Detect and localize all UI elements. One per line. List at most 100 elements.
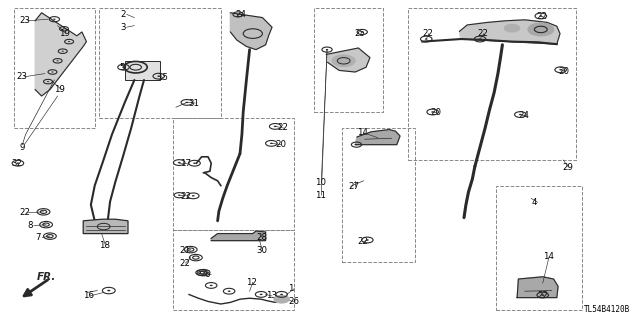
- Text: 22: 22: [536, 12, 547, 21]
- Circle shape: [274, 295, 289, 303]
- Bar: [408, 8, 576, 160]
- Circle shape: [270, 143, 273, 144]
- Text: 31: 31: [189, 99, 200, 108]
- Circle shape: [431, 111, 434, 113]
- Text: 18: 18: [99, 241, 110, 250]
- Circle shape: [280, 294, 283, 295]
- Circle shape: [332, 55, 355, 67]
- Circle shape: [540, 15, 542, 17]
- Circle shape: [228, 291, 230, 292]
- Text: 5: 5: [119, 63, 125, 72]
- Circle shape: [193, 163, 196, 164]
- Text: 29: 29: [562, 163, 573, 172]
- Circle shape: [210, 285, 212, 286]
- Text: 27: 27: [349, 182, 360, 191]
- Circle shape: [355, 144, 358, 145]
- Circle shape: [559, 69, 562, 70]
- Circle shape: [260, 294, 262, 295]
- Text: 2: 2: [120, 10, 126, 19]
- Circle shape: [56, 60, 59, 61]
- Text: 14: 14: [543, 252, 554, 261]
- Text: 32: 32: [12, 159, 22, 168]
- Circle shape: [519, 114, 522, 115]
- Text: 19: 19: [54, 85, 65, 94]
- Text: 22: 22: [19, 208, 30, 217]
- Text: 3: 3: [120, 23, 126, 32]
- Circle shape: [528, 23, 554, 36]
- Circle shape: [122, 67, 125, 68]
- Text: 20: 20: [431, 108, 442, 117]
- Text: 22: 22: [477, 29, 488, 38]
- Text: 17: 17: [180, 159, 191, 168]
- Circle shape: [186, 102, 188, 103]
- Text: 4: 4: [531, 198, 537, 207]
- Circle shape: [541, 294, 544, 296]
- Circle shape: [68, 41, 70, 42]
- Circle shape: [157, 76, 160, 77]
- Text: 22: 22: [277, 124, 288, 132]
- Text: 11: 11: [315, 191, 326, 200]
- Text: 20: 20: [275, 140, 286, 149]
- Text: 15: 15: [157, 73, 168, 82]
- Text: 24: 24: [235, 10, 246, 19]
- Text: FR.: FR.: [37, 272, 56, 282]
- Circle shape: [108, 290, 111, 291]
- Text: 26: 26: [288, 297, 299, 306]
- Polygon shape: [83, 219, 128, 234]
- Circle shape: [47, 81, 49, 82]
- Circle shape: [326, 49, 328, 50]
- Text: 9: 9: [19, 143, 24, 152]
- Text: 30: 30: [256, 246, 267, 255]
- Text: 12: 12: [246, 278, 257, 287]
- Text: 25: 25: [355, 29, 365, 38]
- Text: 22: 22: [180, 192, 191, 201]
- Text: 1: 1: [288, 284, 294, 293]
- Text: 16: 16: [83, 292, 94, 300]
- Bar: [14, 8, 95, 128]
- Polygon shape: [35, 13, 86, 96]
- Bar: [496, 186, 582, 310]
- Text: 22: 22: [422, 29, 433, 38]
- Circle shape: [178, 195, 180, 196]
- Circle shape: [366, 239, 369, 241]
- Text: 19: 19: [59, 29, 70, 38]
- Text: TL54B4120B: TL54B4120B: [584, 305, 630, 314]
- Text: 7: 7: [35, 233, 41, 242]
- Circle shape: [61, 51, 64, 52]
- Polygon shape: [211, 231, 266, 241]
- Circle shape: [479, 38, 481, 40]
- Circle shape: [425, 38, 428, 40]
- Bar: [173, 118, 294, 230]
- Circle shape: [17, 163, 19, 164]
- Text: 13: 13: [266, 292, 276, 300]
- Polygon shape: [230, 13, 272, 50]
- Circle shape: [237, 14, 239, 15]
- Text: 10: 10: [315, 178, 326, 187]
- Text: 8: 8: [27, 221, 33, 230]
- Circle shape: [178, 162, 180, 163]
- Bar: [125, 61, 160, 80]
- Text: 20: 20: [559, 67, 570, 76]
- Text: 24: 24: [518, 111, 529, 120]
- Text: 22: 22: [538, 292, 548, 300]
- Bar: [99, 8, 221, 118]
- Text: 28: 28: [256, 233, 267, 242]
- Text: 21: 21: [179, 246, 190, 255]
- Circle shape: [192, 195, 195, 196]
- Text: 6: 6: [205, 270, 211, 279]
- Polygon shape: [517, 277, 558, 298]
- Text: 14: 14: [357, 128, 368, 137]
- Bar: [173, 230, 294, 310]
- Polygon shape: [355, 130, 400, 145]
- Polygon shape: [326, 48, 370, 72]
- Circle shape: [51, 71, 54, 73]
- Circle shape: [63, 28, 65, 29]
- Bar: [342, 128, 415, 262]
- Circle shape: [274, 126, 276, 127]
- Text: 22: 22: [179, 259, 190, 268]
- Text: 22: 22: [357, 237, 368, 246]
- Text: 23: 23: [19, 16, 30, 25]
- Circle shape: [53, 19, 56, 20]
- Circle shape: [361, 31, 364, 33]
- Circle shape: [504, 24, 520, 32]
